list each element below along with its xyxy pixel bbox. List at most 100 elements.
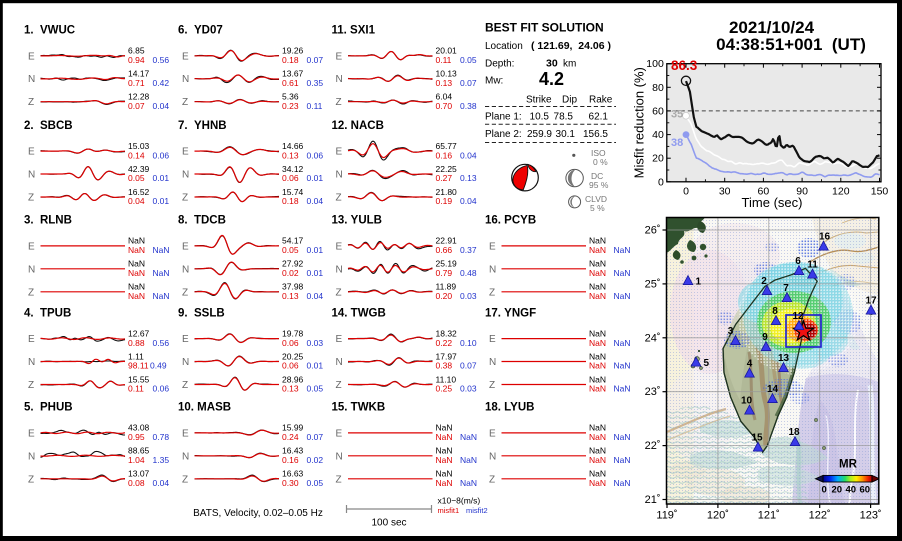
svg-text:NaN: NaN	[589, 361, 606, 371]
svg-text:N: N	[28, 74, 35, 85]
svg-text:N: N	[489, 451, 496, 462]
svg-text:3. RLNB: 3. RLNB	[24, 215, 72, 227]
svg-text:8. TDCB: 8. TDCB	[178, 215, 226, 227]
svg-text:NaN: NaN	[436, 432, 453, 442]
svg-text:Z: Z	[489, 287, 495, 298]
svg-text:N: N	[182, 451, 189, 462]
svg-text:0.04: 0.04	[128, 196, 145, 206]
svg-text:80: 80	[652, 82, 664, 94]
svg-text:20: 20	[832, 485, 843, 496]
svg-text:NaN: NaN	[614, 268, 631, 278]
svg-text:24˚: 24˚	[645, 332, 661, 344]
svg-text:N: N	[182, 74, 189, 85]
svg-text:14.17: 14.17	[128, 69, 150, 79]
svg-text:NaN: NaN	[589, 351, 606, 361]
svg-text:30: 30	[546, 58, 558, 70]
svg-text:18: 18	[788, 427, 800, 438]
svg-text:0.01: 0.01	[153, 173, 170, 183]
svg-text:0.13: 0.13	[436, 78, 453, 88]
svg-text:0.07: 0.07	[460, 78, 477, 88]
svg-text:0.06: 0.06	[153, 150, 170, 160]
svg-text:20: 20	[652, 153, 664, 165]
svg-text:9: 9	[762, 332, 768, 343]
svg-text:37.98: 37.98	[282, 282, 304, 292]
svg-text:20.01: 20.01	[436, 46, 458, 56]
svg-text:N: N	[489, 357, 496, 368]
svg-text:119˚: 119˚	[656, 510, 677, 522]
svg-text:NaN: NaN	[614, 291, 631, 301]
svg-text:0.18: 0.18	[282, 55, 299, 65]
svg-text:6.85: 6.85	[128, 46, 145, 56]
svg-text:NaN: NaN	[614, 455, 631, 465]
svg-text:NaN: NaN	[614, 361, 631, 371]
svg-text:Z: Z	[489, 474, 495, 485]
svg-text:30.1: 30.1	[556, 129, 576, 140]
svg-text:5. PHUB: 5. PHUB	[24, 402, 73, 414]
svg-text:Location: Location	[485, 41, 523, 52]
svg-text:21˚: 21˚	[645, 494, 661, 506]
svg-text:0.01: 0.01	[307, 361, 324, 371]
svg-text:0.06: 0.06	[282, 338, 299, 348]
svg-text:N: N	[28, 170, 35, 181]
svg-text:Time (sec): Time (sec)	[742, 195, 803, 210]
svg-text:98.11: 98.11	[128, 361, 149, 371]
svg-text:1.35: 1.35	[153, 455, 170, 465]
svg-text:x10−8(m/s): x10−8(m/s)	[438, 496, 481, 506]
svg-text:0.38: 0.38	[436, 361, 453, 371]
svg-text:0.88: 0.88	[128, 338, 145, 348]
svg-text:NaN: NaN	[128, 245, 145, 255]
svg-text:Z: Z	[336, 97, 342, 108]
svg-text:0: 0	[822, 485, 827, 496]
svg-text:Z: Z	[182, 193, 188, 204]
svg-text:E: E	[28, 241, 35, 252]
svg-text:0.05: 0.05	[307, 478, 324, 488]
svg-text:NaN: NaN	[614, 384, 631, 394]
svg-text:27.92: 27.92	[282, 259, 304, 269]
svg-text:12.28: 12.28	[128, 92, 150, 102]
svg-text:Misfit reduction (%): Misfit reduction (%)	[632, 67, 647, 178]
svg-text:259.9: 259.9	[527, 129, 552, 140]
svg-text:NaN: NaN	[589, 455, 606, 465]
svg-text:0.01: 0.01	[307, 173, 324, 183]
svg-text:0: 0	[658, 176, 664, 188]
svg-text:Dip: Dip	[562, 95, 577, 106]
svg-text:120˚: 120˚	[707, 510, 729, 522]
svg-text:62.1: 62.1	[589, 112, 609, 123]
svg-text:9. SSLB: 9. SSLB	[178, 307, 225, 319]
svg-text:NaN: NaN	[128, 291, 145, 301]
svg-text:NaN: NaN	[589, 268, 606, 278]
svg-text:E: E	[28, 334, 35, 345]
svg-text:NaN: NaN	[614, 245, 631, 255]
svg-text:121˚: 121˚	[758, 510, 780, 522]
svg-text:km: km	[563, 59, 576, 70]
svg-text:12: 12	[792, 311, 804, 322]
svg-text:11. SXI1: 11. SXI1	[332, 25, 376, 37]
svg-text:N: N	[336, 170, 343, 181]
svg-text:0.95: 0.95	[128, 432, 145, 442]
svg-text:0.05: 0.05	[128, 173, 145, 183]
svg-text:0.01: 0.01	[153, 196, 170, 206]
svg-text:N: N	[28, 357, 35, 368]
svg-text:78.5: 78.5	[554, 112, 574, 123]
svg-text:NaN: NaN	[153, 291, 170, 301]
svg-text:E: E	[489, 241, 496, 252]
svg-text:NaN: NaN	[436, 478, 453, 488]
svg-text:0.11: 0.11	[307, 101, 323, 111]
svg-text:6: 6	[795, 256, 801, 267]
svg-text:0.01: 0.01	[307, 268, 324, 278]
svg-text:0.06: 0.06	[153, 384, 170, 394]
svg-text:60: 60	[758, 185, 770, 197]
svg-text:0.79: 0.79	[436, 268, 453, 278]
svg-text:1.04: 1.04	[128, 455, 145, 465]
svg-text:0.07: 0.07	[307, 432, 324, 442]
svg-text:NaN: NaN	[128, 282, 145, 292]
svg-text:NaN: NaN	[153, 268, 170, 278]
svg-text:22.25: 22.25	[436, 164, 458, 174]
svg-text:Z: Z	[28, 474, 34, 485]
svg-text:14. TWGB: 14. TWGB	[332, 307, 386, 319]
svg-text:0.03: 0.03	[460, 384, 477, 394]
svg-text:Z: Z	[336, 474, 342, 485]
svg-text:10: 10	[741, 396, 753, 407]
svg-text:0.07: 0.07	[128, 101, 145, 111]
svg-text:NaN: NaN	[589, 245, 606, 255]
